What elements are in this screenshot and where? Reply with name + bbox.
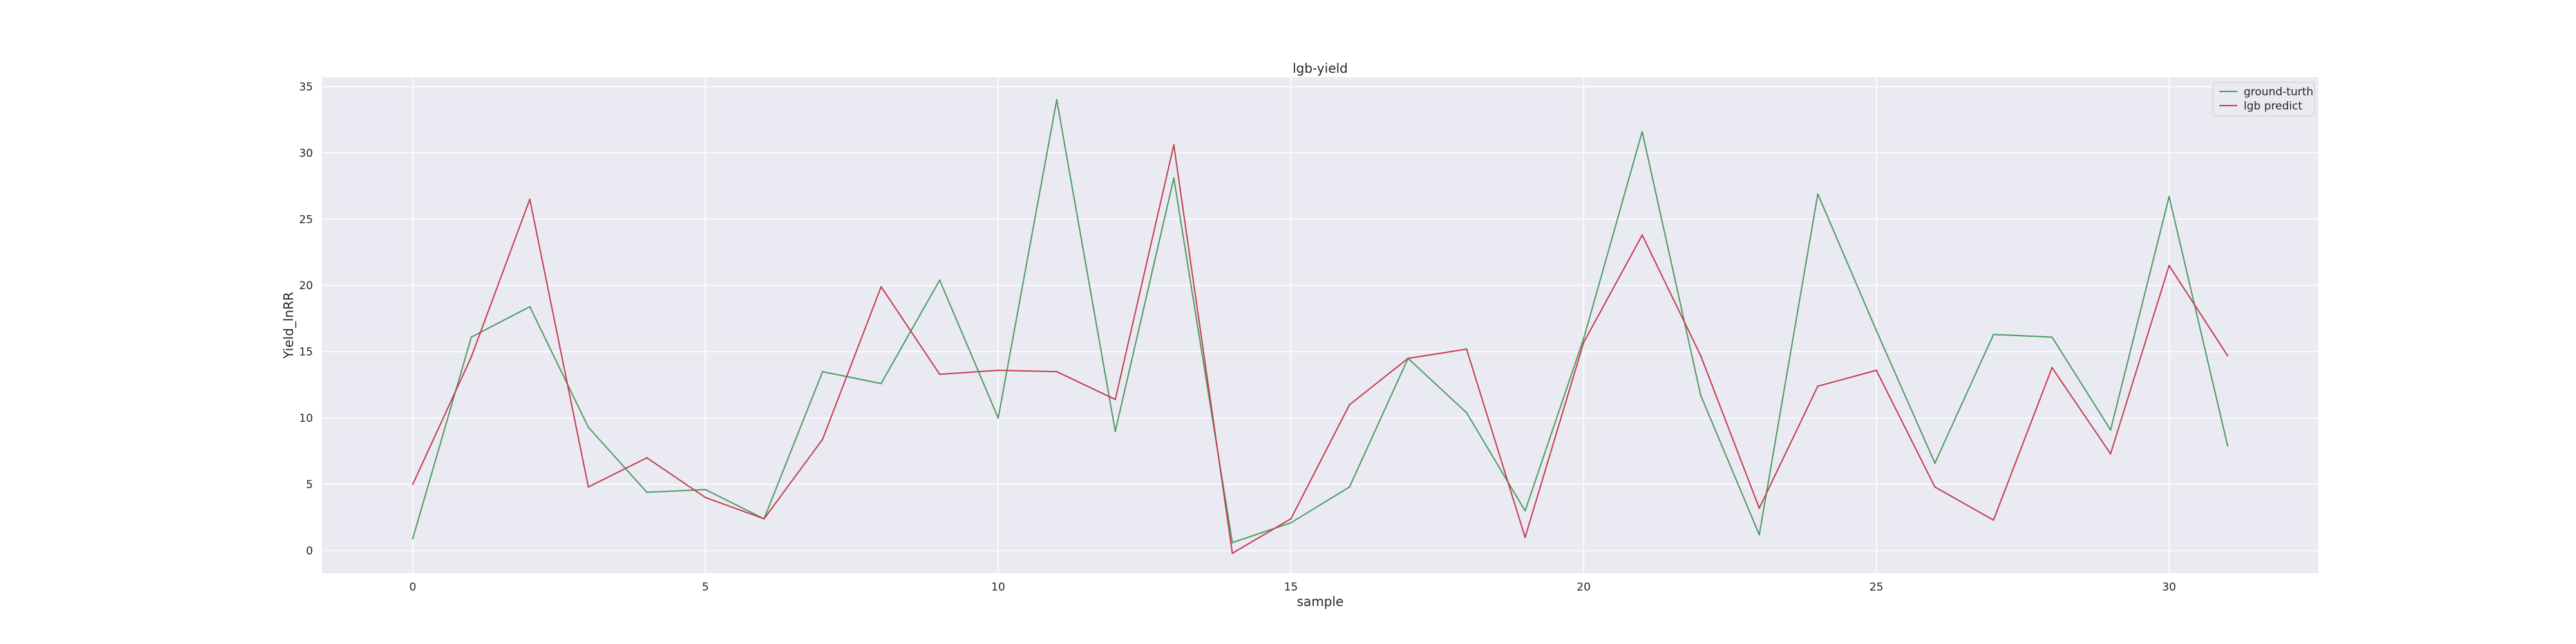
data-point-ground-turth xyxy=(1641,131,1643,133)
data-point-ground-turth xyxy=(1231,542,1233,544)
data-point-ground-turth xyxy=(938,279,941,281)
data-point-lgb-predict xyxy=(1407,357,1409,359)
data-point-lgb-predict xyxy=(1582,341,1585,343)
data-point-lgb-predict xyxy=(470,356,473,358)
data-point-lgb-predict xyxy=(1173,144,1175,146)
data-point-ground-turth xyxy=(1349,486,1350,488)
chart-title: lgb-yield xyxy=(1293,61,1348,76)
data-point-ground-turth xyxy=(1700,394,1702,397)
data-point-ground-turth xyxy=(1582,337,1585,339)
data-point-lgb-predict xyxy=(705,497,706,498)
x-tick-label: 15 xyxy=(1284,581,1298,594)
legend-label-lgb-predict: lgb predict xyxy=(2244,100,2302,113)
data-point-lgb-predict xyxy=(1231,552,1233,554)
data-point-ground-turth xyxy=(1114,430,1117,432)
data-point-ground-turth xyxy=(1817,193,1819,195)
data-point-ground-turth xyxy=(412,538,414,540)
data-point-lgb-predict xyxy=(1466,348,1468,350)
data-point-lgb-predict xyxy=(1641,234,1643,236)
data-point-lgb-predict xyxy=(1524,536,1526,538)
data-point-ground-turth xyxy=(470,336,473,338)
data-point-ground-turth xyxy=(822,370,824,373)
legend-label-ground-turth: ground-turth xyxy=(2244,86,2313,99)
data-point-lgb-predict xyxy=(1875,369,1877,372)
plot-background xyxy=(322,77,2318,573)
y-axis-title: Yield_lnRR xyxy=(281,292,296,359)
data-point-lgb-predict xyxy=(822,438,824,440)
data-point-ground-turth xyxy=(529,305,531,308)
data-point-ground-turth xyxy=(705,489,706,491)
x-tick-label: 5 xyxy=(702,581,709,594)
y-tick-labels: 0 5 10 15 20 25 30 35 xyxy=(299,80,313,558)
data-point-ground-turth xyxy=(1056,99,1058,101)
data-point-ground-turth xyxy=(646,491,648,493)
data-point-lgb-predict xyxy=(1114,399,1117,401)
y-tick-label: 20 xyxy=(299,279,313,292)
data-point-ground-turth xyxy=(2110,429,2112,431)
data-point-lgb-predict xyxy=(880,286,882,288)
data-point-lgb-predict xyxy=(2051,366,2053,369)
data-point-lgb-predict xyxy=(529,198,531,200)
grid xyxy=(322,77,2318,573)
data-point-lgb-predict xyxy=(1290,518,1292,520)
data-point-lgb-predict xyxy=(1817,385,1819,387)
y-tick-label: 35 xyxy=(299,80,313,93)
data-point-lgb-predict xyxy=(1934,486,1936,488)
data-point-lgb-predict xyxy=(2168,265,2170,267)
data-point-lgb-predict xyxy=(1758,507,1761,509)
x-tick-label: 25 xyxy=(1870,581,1884,594)
data-point-ground-turth xyxy=(2226,445,2229,447)
series-line-lgb-predict xyxy=(412,144,2228,554)
data-point-ground-turth xyxy=(587,426,589,428)
data-point-lgb-predict xyxy=(1993,519,1994,521)
data-point-lgb-predict xyxy=(2226,355,2229,357)
data-point-ground-turth xyxy=(1993,334,1994,336)
x-tick-labels: 0 5 10 15 20 25 30 xyxy=(409,581,2176,594)
data-point-ground-turth xyxy=(1524,510,1526,512)
data-point-lgb-predict xyxy=(938,373,941,375)
data-point-lgb-predict xyxy=(587,486,589,488)
y-tick-label: 25 xyxy=(299,213,313,226)
data-point-lgb-predict xyxy=(1349,404,1350,406)
data-point-ground-turth xyxy=(1290,522,1292,524)
x-axis-title: sample xyxy=(1297,594,1344,609)
data-point-lgb-predict xyxy=(1056,370,1058,373)
data-point-ground-turth xyxy=(2168,196,2170,198)
data-point-lgb-predict xyxy=(2110,453,2112,455)
data-point-ground-turth xyxy=(1758,534,1761,536)
x-tick-label: 0 xyxy=(409,581,416,594)
data-point-ground-turth xyxy=(1934,462,1936,464)
data-point-lgb-predict xyxy=(1700,355,1702,357)
y-tick-label: 30 xyxy=(299,147,313,160)
series-lines xyxy=(412,99,2229,554)
data-point-ground-turth xyxy=(2051,336,2053,338)
data-point-ground-turth xyxy=(1173,177,1175,179)
data-point-lgb-predict xyxy=(763,518,765,520)
legend-box xyxy=(2212,82,2315,117)
series-line-ground-turth xyxy=(412,99,2229,544)
data-point-ground-turth xyxy=(1466,412,1468,414)
data-point-ground-turth xyxy=(880,383,882,384)
data-point-lgb-predict xyxy=(646,457,648,459)
y-tick-label: 5 xyxy=(306,478,313,491)
y-tick-label: 15 xyxy=(299,346,313,359)
data-point-lgb-predict xyxy=(412,483,414,486)
data-point-ground-turth xyxy=(1875,330,1877,332)
y-tick-label: 0 xyxy=(306,545,313,558)
x-tick-label: 20 xyxy=(1577,581,1591,594)
data-point-ground-turth xyxy=(997,417,999,419)
legend: ground-turth lgb predict xyxy=(2212,82,2315,117)
data-point-lgb-predict xyxy=(997,369,999,372)
x-tick-label: 30 xyxy=(2162,581,2176,594)
y-tick-label: 10 xyxy=(299,412,313,425)
x-tick-label: 10 xyxy=(991,581,1005,594)
